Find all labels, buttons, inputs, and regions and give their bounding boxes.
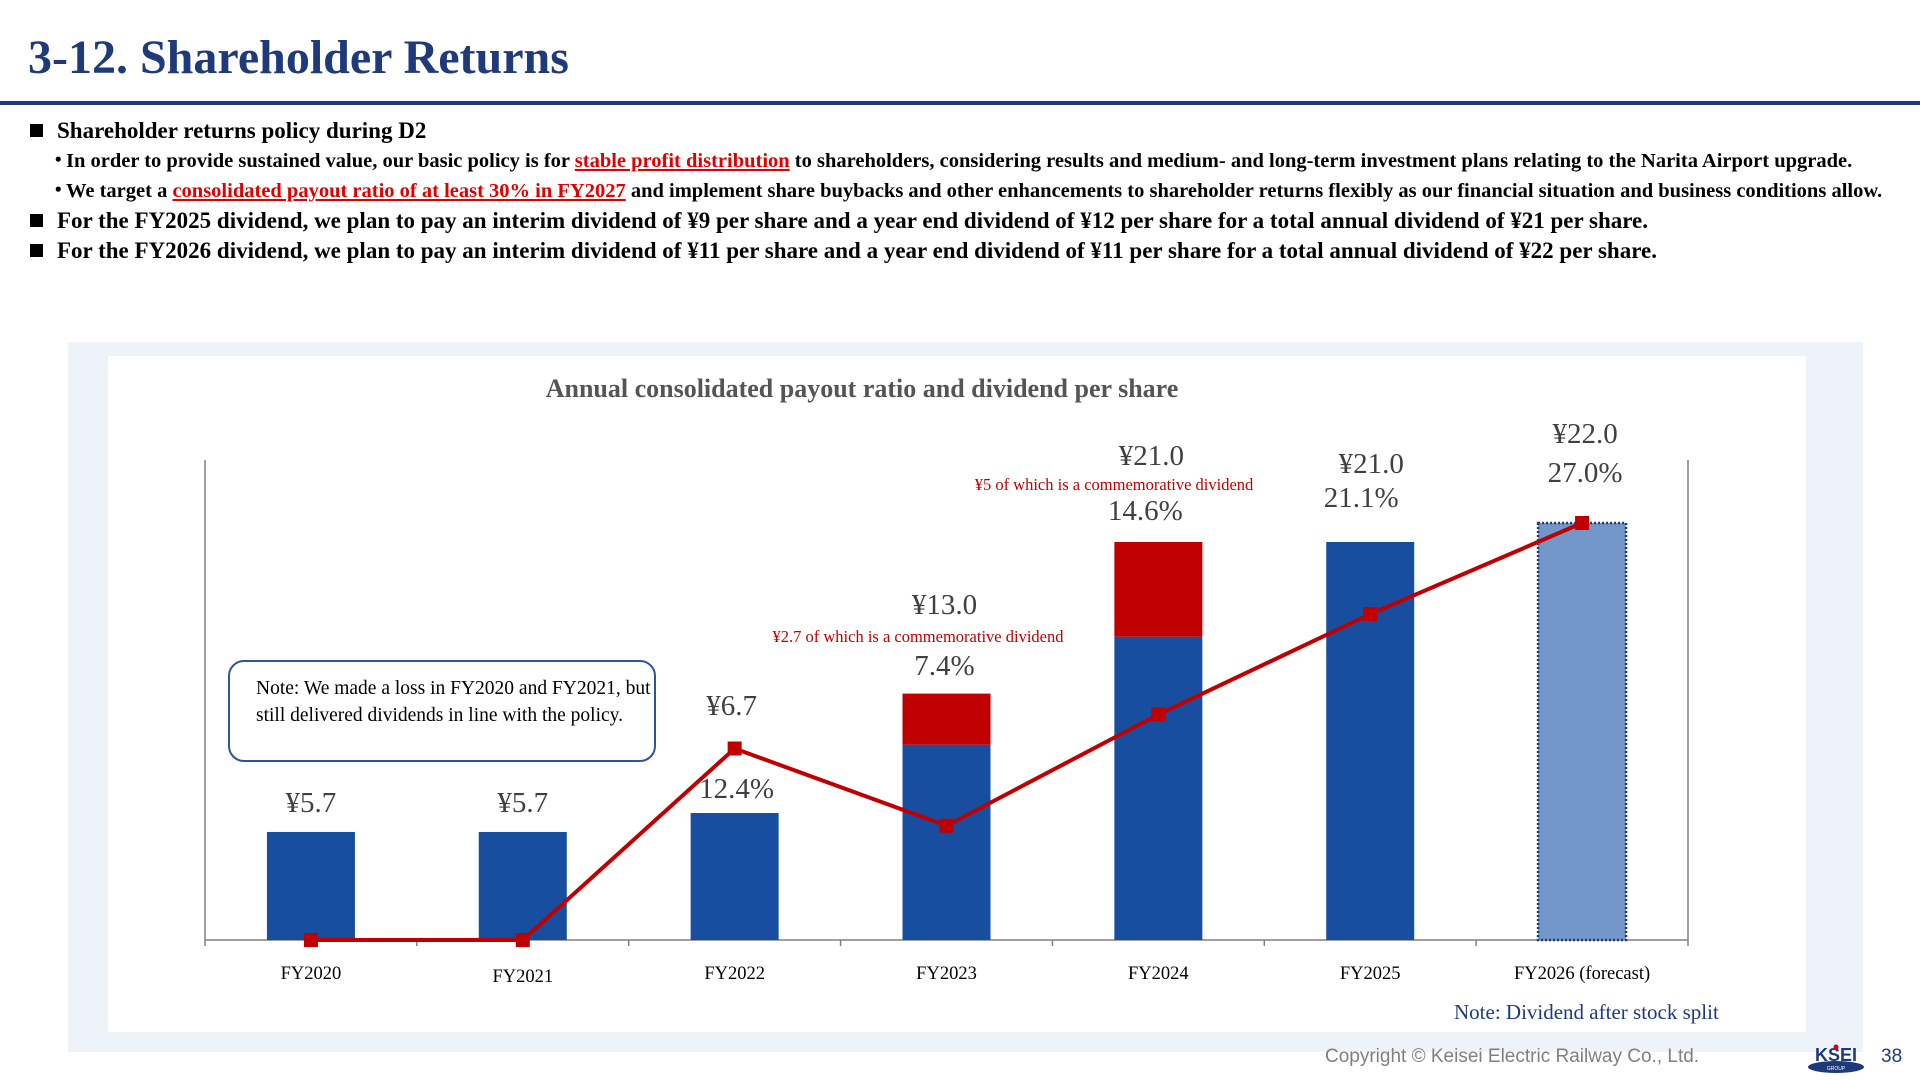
payout-ratio-label: 14.6%: [1108, 495, 1183, 527]
middle-dot-icon: ・: [48, 150, 69, 172]
payout-ratio-point: [727, 741, 742, 756]
category-label: FY2023: [916, 964, 977, 984]
fy2026-dividend-text: For the FY2026 dividend, we plan to pay …: [57, 238, 1657, 263]
payout-ratio-label: 21.1%: [1324, 482, 1399, 514]
policy-heading-bullet: Shareholder returns policy during D2: [28, 116, 1908, 146]
fy2025-dividend-bullet: For the FY2025 dividend, we plan to pay …: [28, 206, 1908, 236]
page-number: 38: [1881, 1046, 1903, 1067]
payout-ratio-point: [939, 818, 954, 833]
policy-text: Shareholder returns policy during D2 ・ I…: [28, 116, 1908, 266]
svg-text:GROUP: GROUP: [1827, 1066, 1846, 1072]
payout-ratio-label: 12.4%: [699, 773, 774, 805]
square-bullet-icon: [30, 214, 43, 227]
dividend-label: ¥5.7: [286, 787, 337, 819]
category-label: FY2021: [492, 967, 553, 987]
payout-ratio-point: [1575, 516, 1590, 530]
payout-ratio-point: [303, 933, 318, 947]
dividend-label: ¥5.7: [497, 787, 548, 819]
fy2026-dividend-bullet: For the FY2026 dividend, we plan to pay …: [28, 236, 1908, 266]
regular-dividend-bar: [902, 744, 991, 940]
copyright-text: Copyright © Keisei Electric Railway Co.,…: [1325, 1046, 1700, 1067]
category-label: FY2024: [1128, 964, 1189, 984]
category-label: FY2025: [1340, 964, 1401, 984]
dividend-label: ¥6.7: [706, 690, 757, 722]
regular-dividend-bar: [478, 831, 567, 940]
category-label: FY2020: [281, 964, 342, 984]
forecast-dividend-bar: [1536, 521, 1628, 942]
regular-dividend-bar: [690, 813, 779, 940]
payout-ratio-label: 7.4%: [914, 650, 974, 682]
middle-dot-icon: ・: [48, 180, 69, 202]
commemorative-annotation: ¥5 of which is a commemorative dividend: [975, 475, 1254, 494]
commemorative-dividend-bar: [902, 693, 991, 745]
payout-ratio-point: [1363, 607, 1378, 622]
policy-heading: Shareholder returns policy during D2: [57, 118, 427, 143]
dividend-label: ¥13.0: [912, 589, 977, 621]
policy-highlight-1: stable profit distribution: [574, 150, 790, 172]
payout-ratio-point: [515, 933, 530, 947]
svg-text:KSEI: KSEI: [1815, 1045, 1857, 1065]
square-bullet-icon: [30, 124, 43, 137]
title-divider: [0, 101, 1920, 105]
regular-dividend-bar: [266, 831, 355, 940]
regular-dividend-bar: [1114, 636, 1203, 940]
payout-ratio-point: [1151, 707, 1166, 722]
split-footnote: Note: Dividend after stock split: [1454, 1000, 1719, 1024]
page-title: 3-12. Shareholder Returns: [28, 31, 569, 84]
dividend-label: ¥21.0: [1339, 448, 1404, 480]
fy2025-dividend-text: For the FY2025 dividend, we plan to pay …: [57, 208, 1649, 233]
chart-title: Annual consolidated payout ratio and div…: [546, 374, 1179, 403]
category-label: FY2026 (forecast): [1514, 964, 1650, 984]
policy-highlight-2: consolidated payout ratio of at least 30…: [172, 180, 626, 202]
dividend-label: ¥22.0: [1552, 418, 1617, 450]
payout-ratio-label: 27.0%: [1548, 457, 1623, 489]
category-label: FY2022: [704, 964, 765, 984]
square-bullet-icon: [30, 244, 43, 257]
loss-note-box: Note: We made a loss in FY2020 and FY202…: [228, 660, 656, 762]
dividend-label: ¥21.0: [1119, 440, 1184, 472]
policy-point-2: ・ We target a consolidated payout ratio …: [28, 176, 1908, 206]
keisei-group-logo: KSEI GROUP: [1808, 1044, 1864, 1073]
commemorative-annotation: ¥2.7 of which is a commemorative dividen…: [773, 627, 1065, 646]
commemorative-dividend-bar: [1114, 542, 1203, 637]
policy-point-1: ・ In order to provide sustained value, o…: [28, 146, 1908, 176]
